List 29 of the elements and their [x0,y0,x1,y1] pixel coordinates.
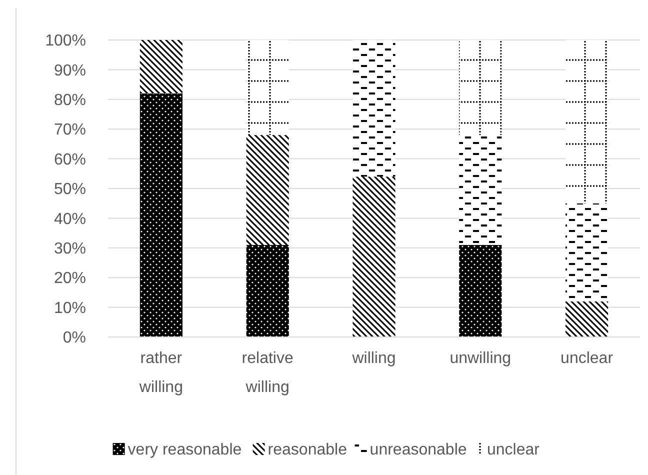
bar [246,135,289,245]
bar [140,40,182,94]
y-tick-label: 60% [54,151,86,168]
legend-label: unclear [487,442,540,459]
bar [246,244,289,337]
x-tick-label: rather willing [138,350,183,396]
y-tick-label: 0% [62,330,86,347]
x-tick-label: willing [351,350,396,367]
bar [352,176,396,337]
bar [246,40,289,136]
y-tick-label: 20% [54,270,86,288]
bar [566,301,608,337]
legend-label: unreasonable [370,442,467,459]
x-tick-label: relative willing [242,350,294,396]
y-tick-label: 10% [54,300,86,317]
legend-label: reasonable [268,442,348,459]
y-tick-label: 70% [54,122,86,139]
legend-label: very reasonable [128,442,242,459]
y-tick-label: 50% [54,181,86,198]
y-tick-label: 30% [54,240,86,258]
y-tick-label: 80% [54,92,86,109]
bar [459,244,502,337]
y-tick-label: 40% [54,210,86,228]
y-tick-label: 90% [54,62,86,80]
bar [140,93,182,337]
y-tick-label: 100% [45,32,86,50]
x-tick-label: unclear [560,350,614,367]
x-tick-label: unwilling [450,350,512,367]
bar [459,40,502,136]
